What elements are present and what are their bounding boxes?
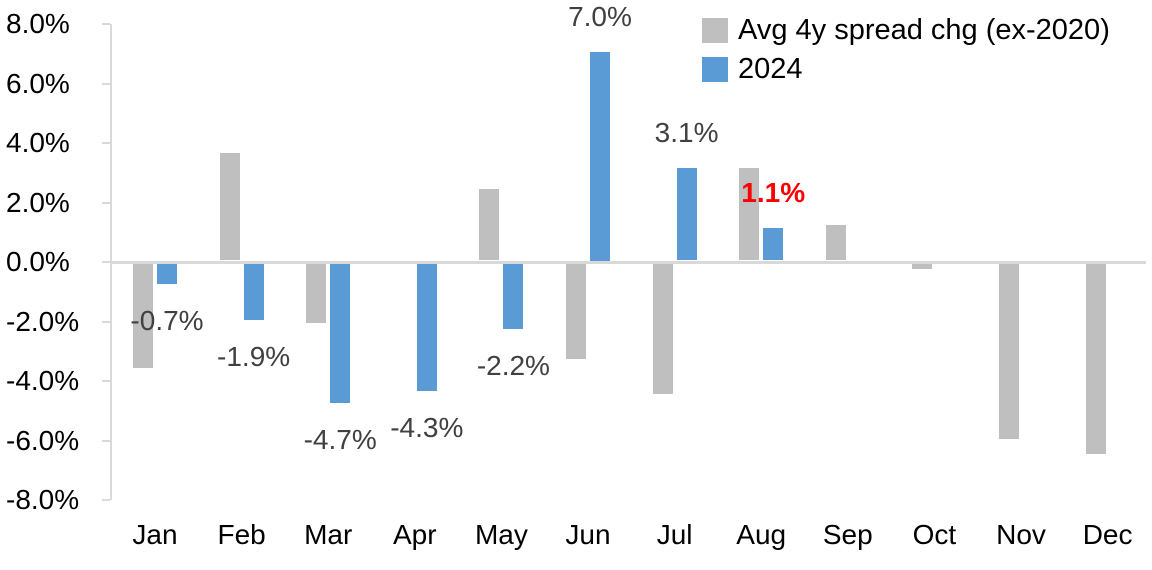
legend-swatch-avg-4y-spread — [702, 18, 728, 43]
bar-avg-4y-spread-chg-ex-2020--feb — [219, 153, 240, 261]
y-tick-label--2-0-: -2.0% — [6, 305, 80, 337]
x-tick-label-nov: Nov — [996, 519, 1046, 550]
legend-label-2024: 2024 — [738, 53, 803, 85]
y-tick-label-8-0-: 8.0% — [6, 8, 70, 39]
x-tick-label-oct: Oct — [912, 519, 957, 550]
bar-avg-4y-spread-chg-ex-2020--may — [479, 189, 500, 261]
bar-avg-4y-spread-chg-ex-2020--sep — [825, 224, 846, 261]
y-axis-tick — [102, 142, 110, 144]
y-axis-tick — [102, 82, 110, 85]
value-label-apr: -4.3% — [390, 412, 464, 444]
x-tick-label-jan: Jan — [132, 519, 178, 550]
y-tick-label--8-0-: -8.0% — [6, 484, 80, 515]
value-label-jun: 7.0% — [568, 1, 632, 33]
legend: Avg 4y spread chg (ex-2020) 2024 — [702, 11, 1110, 89]
x-tick-label-sep: Sep — [822, 519, 873, 550]
value-label-mar: -4.7% — [303, 424, 377, 456]
bar-2024-aug — [763, 227, 784, 261]
legend-label-avg-4y-spread: Avg 4y spread chg (ex-2020) — [738, 14, 1110, 46]
bar-avg-4y-spread-chg-ex-2020--mar — [306, 263, 327, 323]
y-tick-label-0-0-: 0.0% — [6, 246, 70, 277]
x-axis-zero-line — [112, 260, 1146, 264]
bar-2024-jun — [590, 52, 610, 261]
y-axis-line — [110, 24, 112, 500]
y-tick-label-4-0-: 4.0% — [6, 127, 70, 158]
bar-avg-4y-spread-chg-ex-2020--aug — [739, 168, 760, 261]
y-axis-tick — [102, 380, 110, 382]
y-tick-label-2-0-: 2.0% — [6, 186, 70, 218]
bar-2024-mar — [330, 263, 351, 404]
x-tick-label-jul: Jul — [656, 519, 693, 550]
bar-2024-feb — [243, 263, 264, 321]
bar-2024-apr — [416, 263, 437, 392]
bar-avg-4y-spread-chg-ex-2020--jul — [652, 263, 673, 395]
y-axis-tick — [102, 499, 110, 501]
bar-avg-4y-spread-chg-ex-2020--jan — [133, 263, 153, 368]
bar-2024-jul — [676, 168, 697, 261]
y-tick-label-6-0-: 6.0% — [6, 67, 70, 99]
value-label-feb: -1.9% — [217, 341, 291, 373]
bar-avg-4y-spread-chg-ex-2020--oct — [912, 263, 933, 270]
bar-avg-4y-spread-chg-ex-2020--nov — [999, 263, 1019, 440]
value-label-aug: 1.1% — [741, 176, 806, 208]
y-tick-label--6-0-: -6.0% — [6, 424, 80, 456]
value-label-may: -2.2% — [476, 349, 550, 381]
y-axis-tick — [102, 23, 110, 25]
y-axis-tick — [102, 261, 110, 263]
legend-item-avg-4y-spread: Avg 4y spread chg (ex-2020) — [702, 11, 1110, 50]
y-axis-tick — [102, 439, 110, 442]
bar-avg-4y-spread-chg-ex-2020--dec — [1085, 263, 1106, 454]
legend-swatch-2024 — [702, 57, 728, 82]
bar-avg-4y-spread-chg-ex-2020--jun — [566, 263, 586, 359]
x-tick-label-dec: Dec — [1082, 519, 1133, 550]
bar-2024-jan — [157, 263, 177, 285]
x-tick-label-mar: Mar — [304, 519, 353, 550]
x-tick-label-apr: Apr — [393, 519, 437, 550]
y-tick-label--4-0-: -4.0% — [6, 365, 80, 396]
legend-item-2024: 2024 — [702, 50, 1110, 89]
x-tick-label-aug: Aug — [736, 519, 787, 550]
x-tick-label-may: May — [474, 519, 528, 550]
value-label-jul: 3.1% — [654, 117, 719, 149]
x-tick-label-jun: Jun — [565, 519, 611, 550]
y-axis-tick — [102, 320, 110, 323]
x-tick-label-feb: Feb — [217, 519, 266, 550]
y-axis-tick — [102, 201, 110, 204]
value-label-jan: -0.7% — [130, 305, 204, 337]
bar-2024-may — [503, 263, 524, 329]
